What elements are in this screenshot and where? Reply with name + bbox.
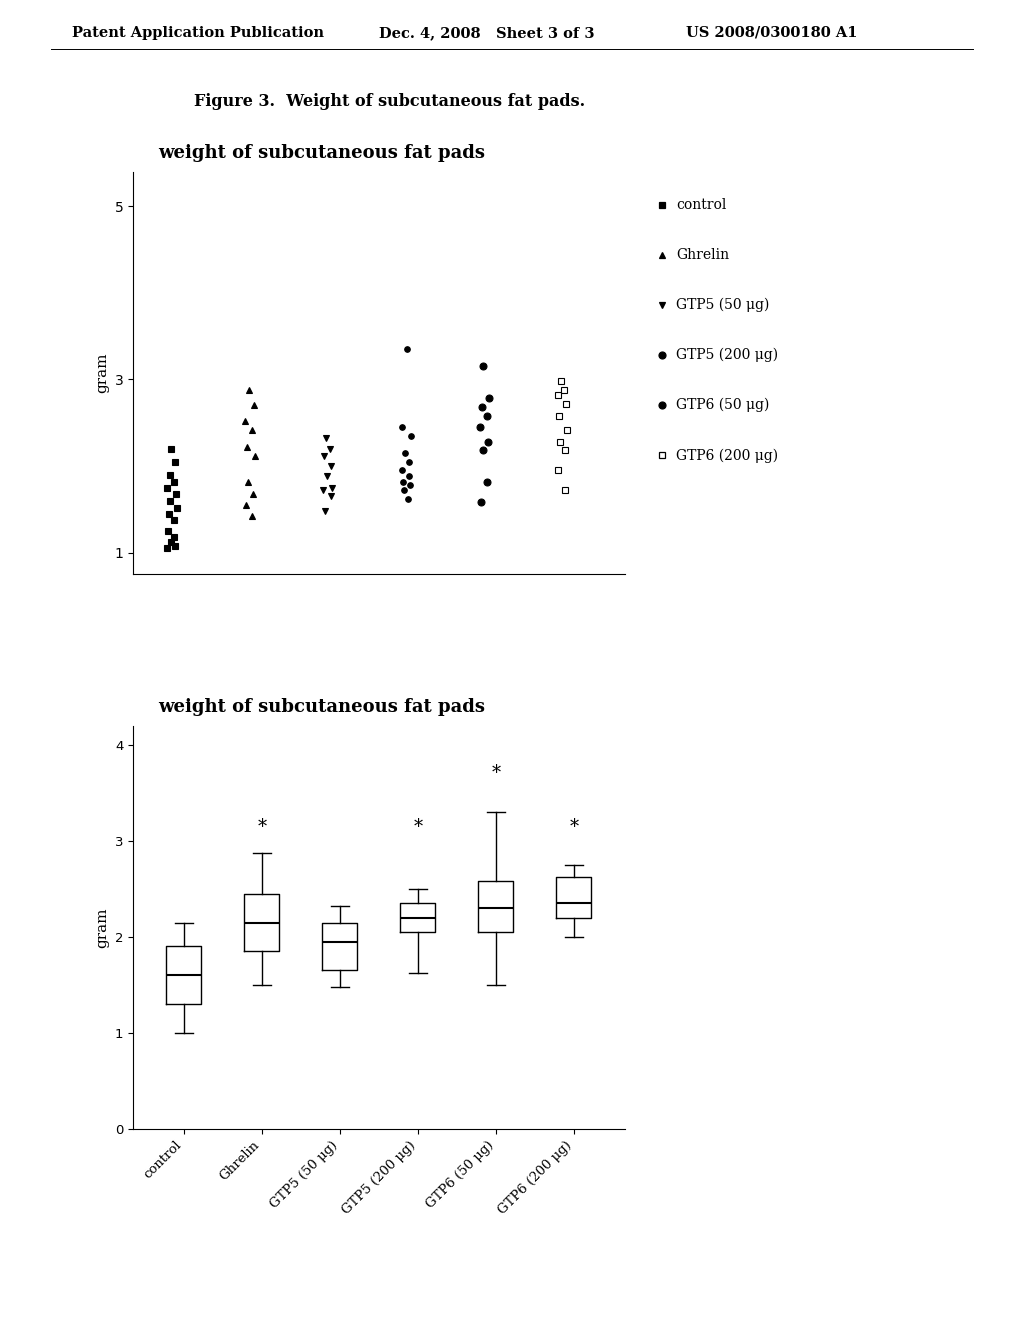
- Text: Patent Application Publication: Patent Application Publication: [72, 26, 324, 40]
- Text: control: control: [676, 198, 726, 211]
- Text: GTP6 (200 μg): GTP6 (200 μg): [676, 449, 778, 462]
- Text: *: *: [492, 763, 501, 781]
- Text: Dec. 4, 2008   Sheet 3 of 3: Dec. 4, 2008 Sheet 3 of 3: [379, 26, 594, 40]
- Text: GTP5 (50 μg): GTP5 (50 μg): [676, 298, 769, 312]
- Y-axis label: gram: gram: [95, 352, 109, 393]
- Text: US 2008/0300180 A1: US 2008/0300180 A1: [686, 26, 857, 40]
- Text: *: *: [569, 818, 579, 837]
- Text: weight of subcutaneous fat pads: weight of subcutaneous fat pads: [158, 698, 484, 717]
- Text: Ghrelin: Ghrelin: [676, 248, 729, 261]
- Text: GTP5 (200 μg): GTP5 (200 μg): [676, 348, 778, 362]
- Text: GTP6 (50 μg): GTP6 (50 μg): [676, 399, 769, 412]
- Text: Figure 3.  Weight of subcutaneous fat pads.: Figure 3. Weight of subcutaneous fat pad…: [194, 94, 585, 110]
- Text: weight of subcutaneous fat pads: weight of subcutaneous fat pads: [158, 144, 484, 162]
- Y-axis label: gram: gram: [95, 907, 110, 948]
- Text: *: *: [257, 818, 266, 837]
- Text: *: *: [414, 818, 423, 837]
